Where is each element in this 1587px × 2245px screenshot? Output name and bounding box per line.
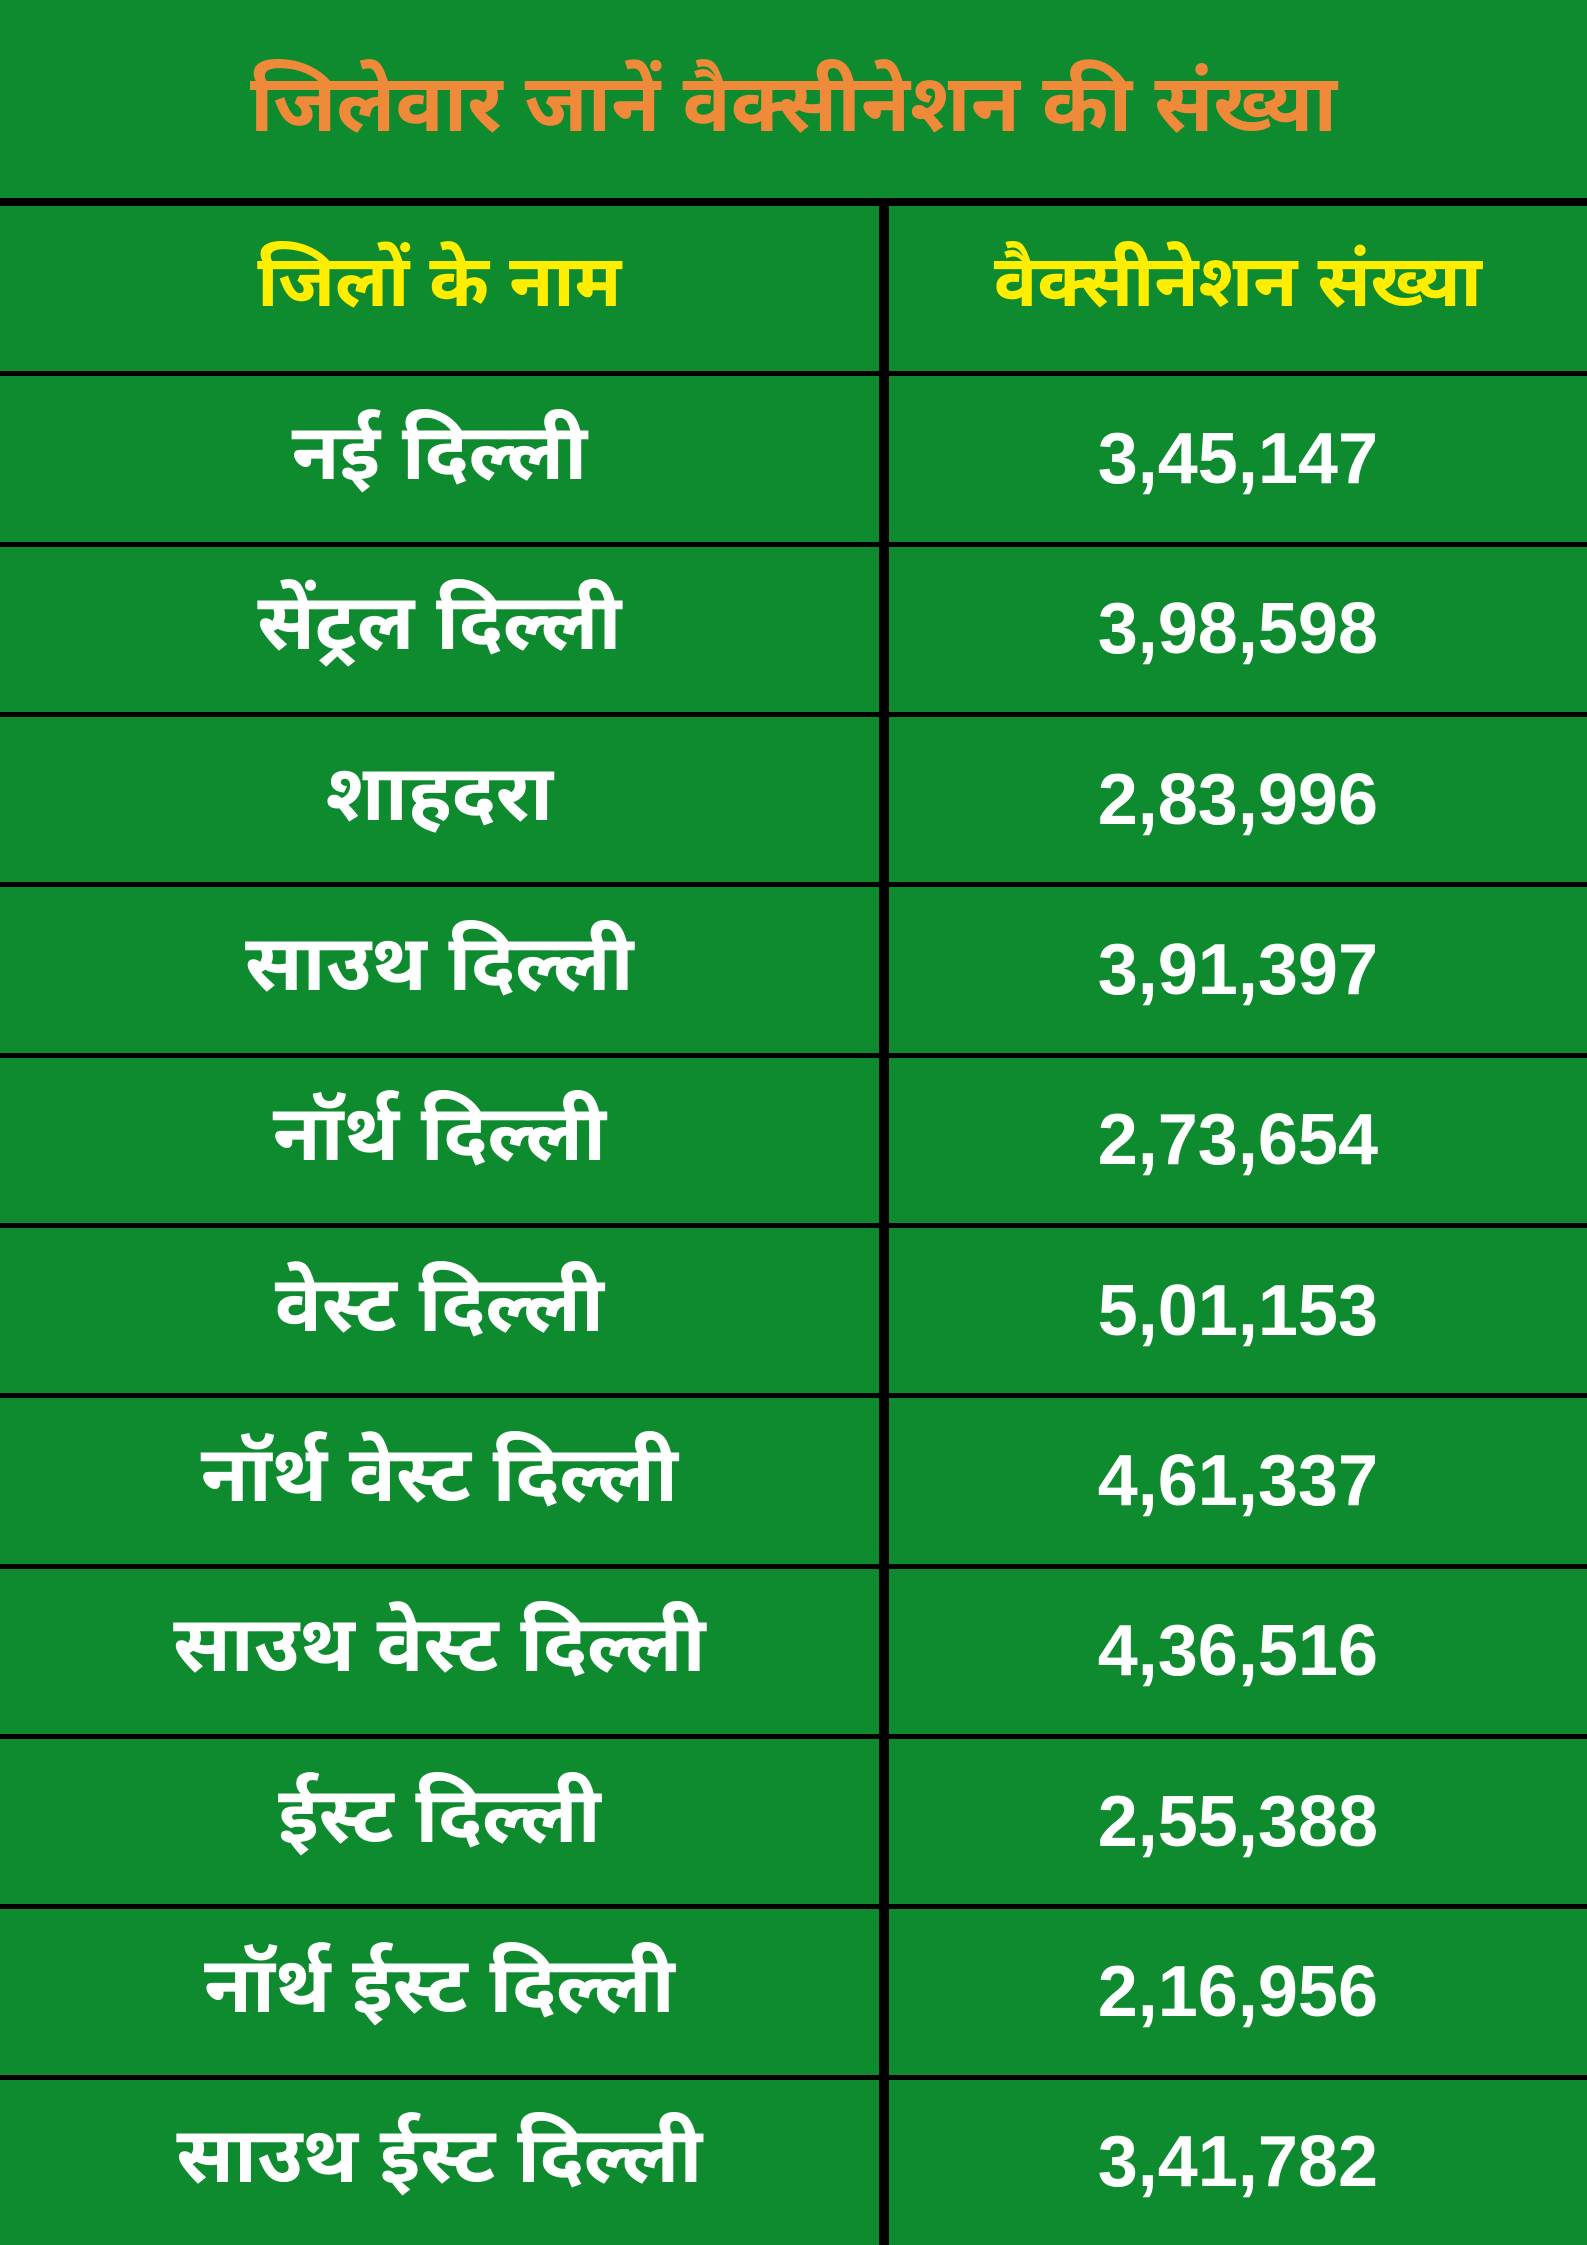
cell-count: 4,36,516 <box>889 1569 1587 1734</box>
cell-district: नॉर्थ ईस्ट दिल्ली <box>0 1909 889 2074</box>
table-row: साउथ दिल्ली 3,91,397 <box>0 887 1587 1057</box>
district-name: साउथ ईस्ट दिल्ली <box>176 2110 702 2214</box>
district-name: साउथ वेस्ट दिल्ली <box>173 1599 705 1703</box>
vaccination-table: जिलों के नाम वैक्सीनेशन संख्या नई दिल्ली… <box>0 198 1587 2245</box>
table-header-row: जिलों के नाम वैक्सीनेशन संख्या <box>0 206 1587 376</box>
district-name: वेस्ट दिल्ली <box>275 1259 604 1363</box>
cell-count: 3,91,397 <box>889 887 1587 1052</box>
table-row: शाहदरा 2,83,996 <box>0 717 1587 887</box>
cell-district: सेंट्रल दिल्ली <box>0 547 889 712</box>
vaccination-count: 4,36,516 <box>1098 1610 1378 1692</box>
vaccination-count: 4,61,337 <box>1098 1440 1378 1522</box>
cell-district: साउथ वेस्ट दिल्ली <box>0 1569 889 1734</box>
district-name: नॉर्थ ईस्ट दिल्ली <box>204 1940 675 2044</box>
table-row: साउथ वेस्ट दिल्ली 4,36,516 <box>0 1569 1587 1739</box>
vaccination-count: 3,45,147 <box>1098 418 1378 500</box>
cell-district: नॉर्थ दिल्ली <box>0 1058 889 1223</box>
cell-district: साउथ ईस्ट दिल्ली <box>0 2080 889 2245</box>
header-cell-district: जिलों के नाम <box>0 206 889 371</box>
header-cell-count: वैक्सीनेशन संख्या <box>889 206 1587 371</box>
vaccination-count: 3,41,782 <box>1098 2121 1378 2203</box>
header-label-district: जिलों के नाम <box>257 241 621 336</box>
table-row: साउथ ईस्ट दिल्ली 3,41,782 <box>0 2080 1587 2245</box>
cell-count: 2,83,996 <box>889 717 1587 882</box>
district-name: शाहदरा <box>326 748 553 852</box>
infographic-container: जिलेवार जानें वैक्सीनेशन की संख्या जिलों… <box>0 0 1587 2245</box>
main-title: जिलेवार जानें वैक्सीनेशन की संख्या <box>0 0 1587 198</box>
cell-district: साउथ दिल्ली <box>0 887 889 1052</box>
table-row: नॉर्थ दिल्ली 2,73,654 <box>0 1058 1587 1228</box>
table-row: ईस्ट दिल्ली 2,55,388 <box>0 1739 1587 1909</box>
table-row: नई दिल्ली 3,45,147 <box>0 376 1587 546</box>
table-row: नॉर्थ ईस्ट दिल्ली 2,16,956 <box>0 1909 1587 2079</box>
cell-district: वेस्ट दिल्ली <box>0 1228 889 1393</box>
cell-count: 2,73,654 <box>889 1058 1587 1223</box>
vaccination-count: 2,83,996 <box>1098 759 1378 841</box>
cell-count: 3,41,782 <box>889 2080 1587 2245</box>
district-name: साउथ दिल्ली <box>245 918 634 1022</box>
cell-count: 5,01,153 <box>889 1228 1587 1393</box>
cell-count: 4,61,337 <box>889 1398 1587 1563</box>
district-name: नॉर्थ वेस्ट दिल्ली <box>201 1429 678 1533</box>
vaccination-count: 2,73,654 <box>1098 1099 1378 1181</box>
vaccination-count: 3,91,397 <box>1098 929 1378 1011</box>
cell-district: शाहदरा <box>0 717 889 882</box>
cell-count: 3,45,147 <box>889 376 1587 541</box>
cell-district: ईस्ट दिल्ली <box>0 1739 889 1904</box>
cell-district: नई दिल्ली <box>0 376 889 541</box>
header-label-count: वैक्सीनेशन संख्या <box>994 241 1482 336</box>
district-name: सेंट्रल दिल्ली <box>257 577 621 681</box>
district-name: ईस्ट दिल्ली <box>278 1770 601 1874</box>
district-name: नई दिल्ली <box>292 407 588 511</box>
table-row: नॉर्थ वेस्ट दिल्ली 4,61,337 <box>0 1398 1587 1568</box>
vaccination-count: 2,55,388 <box>1098 1781 1378 1863</box>
district-name: नॉर्थ दिल्ली <box>273 1088 606 1192</box>
table-row: सेंट्रल दिल्ली 3,98,598 <box>0 547 1587 717</box>
vaccination-count: 5,01,153 <box>1098 1270 1378 1352</box>
cell-district: नॉर्थ वेस्ट दिल्ली <box>0 1398 889 1563</box>
cell-count: 2,55,388 <box>889 1739 1587 1904</box>
vaccination-count: 2,16,956 <box>1098 1951 1378 2033</box>
cell-count: 2,16,956 <box>889 1909 1587 2074</box>
table-row: वेस्ट दिल्ली 5,01,153 <box>0 1228 1587 1398</box>
vaccination-count: 3,98,598 <box>1098 588 1378 670</box>
cell-count: 3,98,598 <box>889 547 1587 712</box>
